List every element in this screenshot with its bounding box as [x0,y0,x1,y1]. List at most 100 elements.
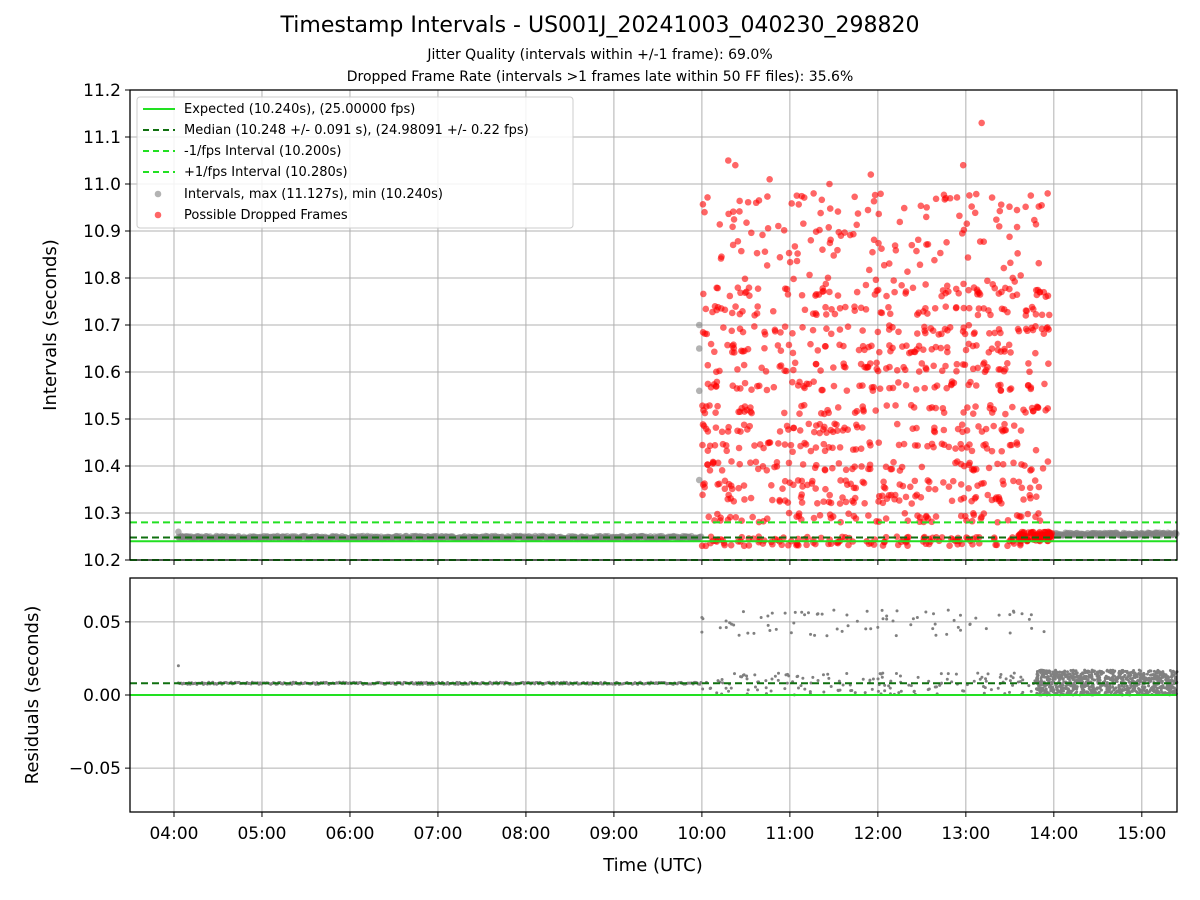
dropped-frame-point [738,247,745,255]
dropped-frame-point [893,367,901,374]
residual-point [1065,670,1069,674]
residual-point [768,628,772,632]
dropped-frame-point [1007,259,1014,267]
dropped-frame-point [852,484,860,492]
dropped-frame-point [789,349,797,357]
residual-point [1159,688,1163,692]
dropped-frame-point [775,222,782,230]
dropped-frame-point [814,347,822,354]
dropped-frame-point [923,204,930,211]
dropped-frame-point [923,512,930,520]
dropped-frame-point [1013,206,1021,214]
dropped-frame-point [701,330,709,337]
dropped-frame-point [945,443,953,451]
dropped-frame-point [882,365,890,372]
residual-point [793,610,797,614]
dropped-frame-point [1025,381,1032,389]
dropped-frame-point [1001,345,1008,353]
dropped-frame-point [809,326,817,334]
residual-point [1019,675,1023,679]
residual-point [1112,687,1116,691]
residual-point [827,676,831,680]
dropped-frame-point [745,542,753,549]
dropped-frame-point [945,288,952,295]
residual-point [1111,672,1115,676]
dropped-frame-point [995,382,1002,389]
dropped-frame-point [713,284,720,292]
dropped-frame-point [849,497,856,505]
residual-point [1104,690,1108,694]
dropped-frame-point [920,308,927,315]
dropped-frame-point [942,303,950,310]
dropped-frame-point [751,323,758,330]
dropped-frame-point [980,238,988,246]
dropped-frame-point [1028,466,1035,473]
dropped-frame-point [994,518,1001,526]
residual-point [796,686,800,690]
dropped-frame-point [910,404,918,411]
dropped-frame-point [909,284,917,292]
bottom-y-tick-label: 0.05 [83,613,121,633]
dropped-frame-point [785,459,793,467]
dropped-frame-point [896,218,904,226]
top-y-tick-label: 11.2 [83,81,121,101]
dropped-frame-point [870,197,878,205]
dropped-frame-point [729,342,736,350]
residual-point [1098,686,1102,690]
residual-point [1069,674,1073,678]
residual-point [1029,689,1033,693]
residual-point [759,616,763,620]
dropped-frame-point [795,510,803,517]
dropped-frame-point [874,367,882,375]
dropped-frame-point [1006,203,1013,211]
dropped-frame-point [916,261,924,269]
dropped-frame-point [714,481,721,488]
dropped-frame-point [861,346,868,354]
residual-point [865,609,869,613]
residual-point [1120,675,1124,679]
residual-point [984,679,988,683]
dropped-frame-point [873,359,880,367]
dropped-frame-point [736,460,744,468]
dropped-frame-point [1013,291,1021,299]
dropped-frame-point [948,378,956,385]
dropped-frame-point [705,513,713,521]
residual-point [1090,685,1094,689]
dropped-frame-point [977,515,985,522]
dropped-frame-point [882,515,890,522]
dropped-frame-point [924,442,931,450]
dropped-frame-point [885,326,893,333]
dropped-frame-point [1033,493,1040,501]
dropped-frame-point [729,223,736,231]
residual-point [1172,679,1176,683]
dropped-frame-point [769,540,776,548]
dropped-frame-point [776,428,784,435]
residual-point [899,689,903,693]
residual-point [811,675,815,679]
dropped-frame-point [785,341,793,349]
residual-point [1074,675,1078,679]
dropped-frame-point [826,511,834,518]
residual-point [861,677,865,681]
dropped-frame-point [972,190,980,198]
dropped-frame-point [1041,380,1048,388]
residual-point [1040,687,1044,691]
residual-point [1037,684,1041,688]
dropped-frame-point [1021,462,1028,469]
dropped-frame-point [972,493,980,501]
dropped-frame-point [928,518,936,526]
dropped-frame-point [871,191,879,199]
residual-point [783,611,787,615]
dropped-frame-point [1015,478,1023,486]
dropped-frame-point [744,198,752,206]
residual-point [766,623,770,627]
dropped-frame-point [768,482,775,489]
residual-point [939,672,943,676]
dropped-frame-point [875,239,882,247]
dropped-frame-point [922,281,929,288]
dropped-frame-point [721,485,729,493]
residual-point [1097,690,1101,694]
residual-point [770,611,774,615]
dropped-frame-point [822,280,830,288]
dropped-frame-point [917,202,925,210]
